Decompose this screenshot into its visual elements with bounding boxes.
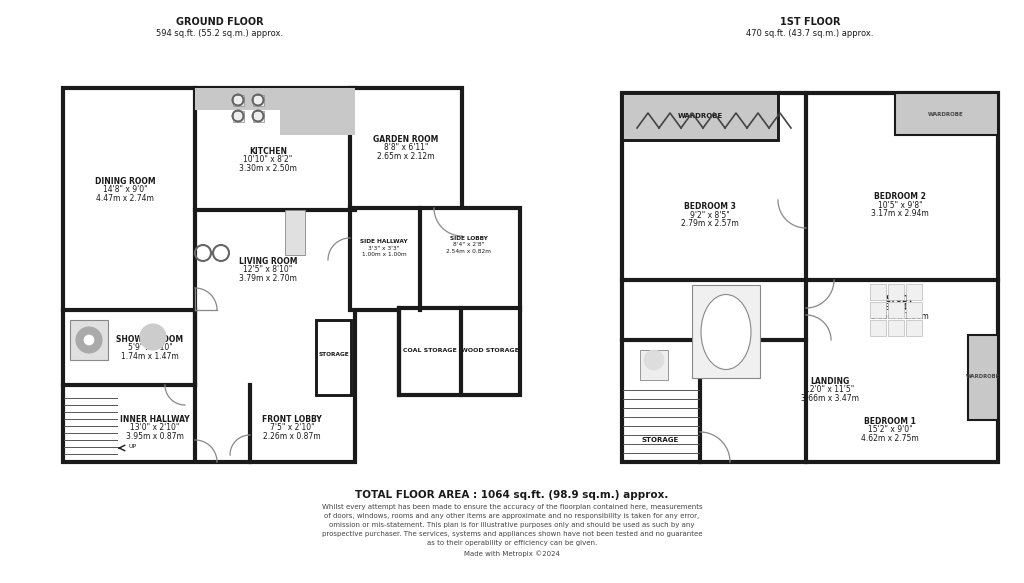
Ellipse shape xyxy=(701,294,751,370)
Circle shape xyxy=(644,350,664,370)
Text: 2.65m x 2.12m: 2.65m x 2.12m xyxy=(377,152,435,161)
Text: STUDY: STUDY xyxy=(886,295,914,304)
Text: 2.95m x 1.50m: 2.95m x 1.50m xyxy=(871,312,929,321)
Text: of doors, windows, rooms and any other items are approximate and no responsibili: of doors, windows, rooms and any other i… xyxy=(325,513,699,519)
Text: 12'5" x 8'10": 12'5" x 8'10" xyxy=(244,265,293,275)
Text: WARDROBE: WARDROBE xyxy=(966,374,1000,380)
Text: 14'8" x 9'0": 14'8" x 9'0" xyxy=(102,185,147,195)
Circle shape xyxy=(76,327,102,353)
Bar xyxy=(253,94,263,106)
Text: SIDE LOBBY: SIDE LOBBY xyxy=(451,236,488,241)
Text: WARDROBE: WARDROBE xyxy=(677,113,723,119)
Text: BEDROOM 3: BEDROOM 3 xyxy=(684,202,736,211)
Text: 3.30m x 2.50m: 3.30m x 2.50m xyxy=(239,164,297,173)
Text: 3.95m x 0.87m: 3.95m x 0.87m xyxy=(126,432,184,441)
Text: Made with Metropix ©2024: Made with Metropix ©2024 xyxy=(464,551,560,557)
Bar xyxy=(70,320,108,360)
Bar xyxy=(253,111,263,121)
Bar xyxy=(895,93,998,135)
Bar xyxy=(870,284,886,300)
Bar xyxy=(968,335,998,420)
Text: 2.79m x 2.57m: 2.79m x 2.57m xyxy=(681,219,739,228)
Text: 3.17m x 2.94m: 3.17m x 2.94m xyxy=(871,209,929,218)
Text: Whilst every attempt has been made to ensure the accuracy of the floorplan conta: Whilst every attempt has been made to en… xyxy=(322,504,702,510)
Bar xyxy=(399,308,520,395)
Text: GROUND FLOOR: GROUND FLOOR xyxy=(176,17,264,27)
Text: 9'2" x 8'5": 9'2" x 8'5" xyxy=(690,210,730,220)
Bar xyxy=(195,88,280,110)
Text: FRONT LOBBY: FRONT LOBBY xyxy=(262,415,322,424)
Text: 12'0" x 11'5": 12'0" x 11'5" xyxy=(805,385,855,395)
Bar xyxy=(232,111,244,121)
Text: 3'3" x 3'3": 3'3" x 3'3" xyxy=(369,245,399,251)
Bar xyxy=(232,94,244,106)
Text: 3.66m x 3.47m: 3.66m x 3.47m xyxy=(801,394,859,403)
Text: SIDE HALLWAY: SIDE HALLWAY xyxy=(360,239,408,244)
Text: omission or mis-statement. This plan is for illustrative purposes only and shoul: omission or mis-statement. This plan is … xyxy=(330,522,694,528)
Text: 7'5" x 2'10": 7'5" x 2'10" xyxy=(269,423,314,433)
Text: 5'9" x 4'10": 5'9" x 4'10" xyxy=(128,343,172,353)
Text: LIVING ROOM: LIVING ROOM xyxy=(239,257,297,266)
Text: UP: UP xyxy=(129,444,137,449)
Bar xyxy=(63,88,355,462)
Text: WOOD STORAGE: WOOD STORAGE xyxy=(461,347,519,353)
Bar xyxy=(888,320,904,336)
Text: 2.26m x 0.87m: 2.26m x 0.87m xyxy=(263,432,321,441)
Bar xyxy=(888,284,904,300)
Text: 9'0" x 4'11": 9'0" x 4'11" xyxy=(702,300,748,310)
Text: 8'4" x 2'8": 8'4" x 2'8" xyxy=(454,243,484,248)
Text: 4.62m x 2.75m: 4.62m x 2.75m xyxy=(861,434,919,443)
Bar xyxy=(622,93,998,462)
Text: GARDEN ROOM: GARDEN ROOM xyxy=(374,135,438,144)
Text: 9'8" x 4'11": 9'8" x 4'11" xyxy=(878,304,923,312)
Text: BATHROOM: BATHROOM xyxy=(700,292,750,301)
Text: 3.79m x 2.70m: 3.79m x 2.70m xyxy=(239,274,297,283)
Text: DINING ROOM: DINING ROOM xyxy=(94,177,156,186)
Text: SHOWER ROOM: SHOWER ROOM xyxy=(117,335,183,344)
Text: 594 sq.ft. (55.2 sq.m.) approx.: 594 sq.ft. (55.2 sq.m.) approx. xyxy=(157,29,284,37)
Text: BEDROOM 2: BEDROOM 2 xyxy=(874,192,926,201)
Text: WARDROBE: WARDROBE xyxy=(928,111,964,117)
Text: 2.54m x 0.82m: 2.54m x 0.82m xyxy=(446,249,492,254)
Text: 10'10" x 8'2": 10'10" x 8'2" xyxy=(244,156,293,164)
Bar xyxy=(906,302,922,318)
Text: COAL STORAGE: COAL STORAGE xyxy=(403,347,457,353)
Text: 13'0" x 2'10": 13'0" x 2'10" xyxy=(130,423,179,433)
Text: TOTAL FLOOR AREA : 1064 sq.ft. (98.9 sq.m.) approx.: TOTAL FLOOR AREA : 1064 sq.ft. (98.9 sq.… xyxy=(355,490,669,500)
Text: STORAGE: STORAGE xyxy=(641,437,679,443)
Text: prospective purchaser. The services, systems and appliances shown have not been : prospective purchaser. The services, sys… xyxy=(322,531,702,537)
Bar xyxy=(280,88,355,135)
Bar xyxy=(692,285,760,378)
Bar xyxy=(316,320,351,395)
Text: 1.00m x 1.00m: 1.00m x 1.00m xyxy=(361,252,407,257)
Bar xyxy=(640,350,668,380)
Text: as to their operability or efficiency can be given.: as to their operability or efficiency ca… xyxy=(427,540,597,546)
Bar xyxy=(888,302,904,318)
Text: 1ST FLOOR: 1ST FLOOR xyxy=(779,17,841,27)
Bar xyxy=(622,93,778,140)
Text: 2.75m x 1.49m: 2.75m x 1.49m xyxy=(696,309,754,318)
Circle shape xyxy=(84,335,94,345)
Text: Down: Down xyxy=(709,347,727,353)
Text: 15'2" x 9'0": 15'2" x 9'0" xyxy=(867,426,912,434)
Text: LANDING: LANDING xyxy=(810,377,850,386)
Text: 1.74m x 1.47m: 1.74m x 1.47m xyxy=(121,352,179,361)
Circle shape xyxy=(140,324,166,350)
Text: STORAGE: STORAGE xyxy=(318,353,349,357)
Text: 4.47m x 2.74m: 4.47m x 2.74m xyxy=(96,194,154,203)
Text: BEDROOM 1: BEDROOM 1 xyxy=(864,417,915,426)
Text: 470 sq.ft. (43.7 sq.m.) approx.: 470 sq.ft. (43.7 sq.m.) approx. xyxy=(746,29,873,37)
Text: KITCHEN: KITCHEN xyxy=(249,147,287,156)
Text: INNER HALLWAY: INNER HALLWAY xyxy=(120,415,189,424)
Bar xyxy=(870,302,886,318)
Text: 10'5" x 9'8": 10'5" x 9'8" xyxy=(878,201,923,209)
Bar xyxy=(350,208,520,310)
Bar xyxy=(285,210,305,255)
Bar xyxy=(906,284,922,300)
Bar xyxy=(906,320,922,336)
Text: 8'8" x 6'11": 8'8" x 6'11" xyxy=(384,143,428,153)
Bar xyxy=(870,320,886,336)
Bar xyxy=(350,88,462,210)
